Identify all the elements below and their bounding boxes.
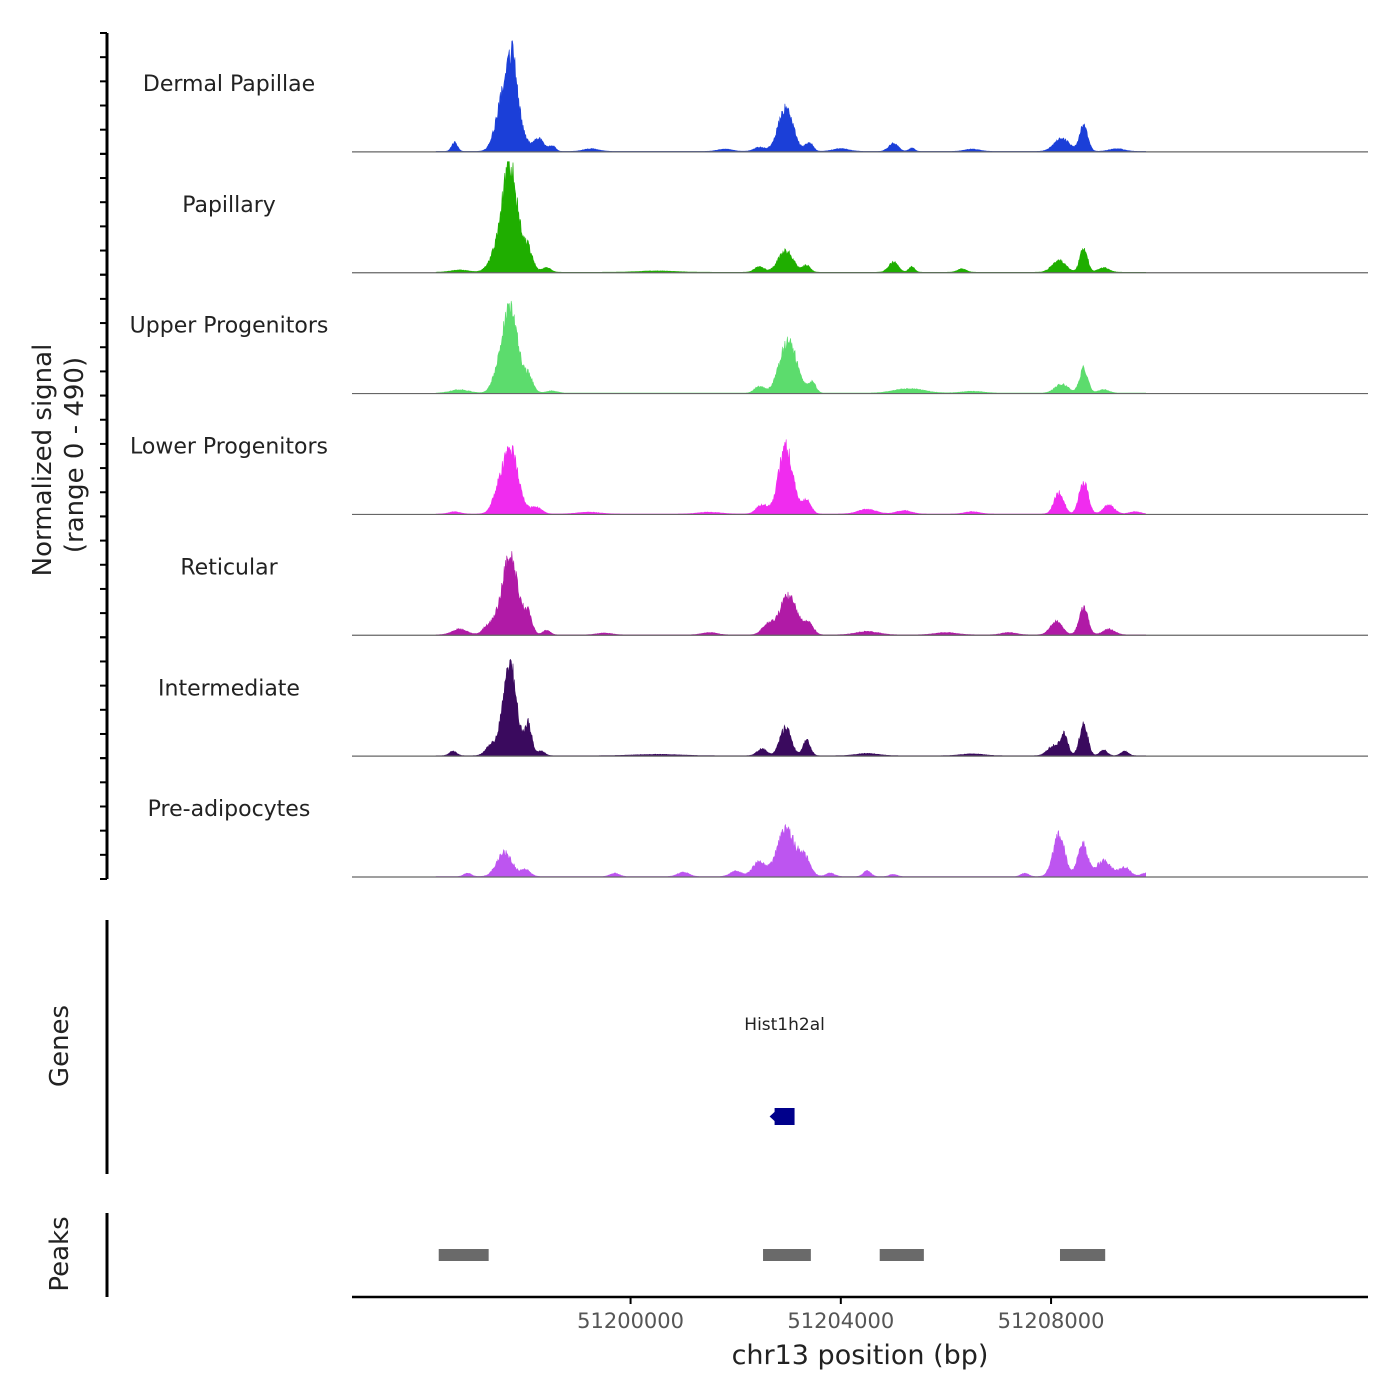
coverage-dermal-papillae [435,40,1146,153]
x-tick-label: 51200000 [577,1309,684,1333]
track-intermediate: Intermediate [158,658,1368,757]
coverage-pre-adipocytes [435,824,1146,878]
track-upper-progenitors: Upper Progenitors [130,300,1368,395]
peaks-track [438,1249,1106,1261]
track-reticular: Reticular [180,551,1368,636]
track-label: Upper Progenitors [130,314,329,339]
peak-region [438,1249,489,1261]
track-dermal-papillae: Dermal Papillae [143,40,1368,153]
track-label: Pre-adipocytes [148,797,311,822]
y-axis-title-range: (range 0 - 490) [60,357,90,553]
y-axis-title: Normalized signal [28,344,58,577]
track-lower-progenitors: Lower Progenitors [130,435,1368,516]
genes-track: Hist1h2al [744,1015,825,1125]
coverage-reticular [435,551,1146,636]
peak-region [879,1249,924,1261]
x-axis-title: chr13 position (bp) [732,1340,989,1371]
x-axis-ticks: 51200000 51204000 51208000 [577,1297,1105,1333]
track-label: Intermediate [158,676,300,701]
coverage-intermediate [435,658,1146,757]
coverage-papillary [435,161,1146,273]
track-pre-adipocytes: Pre-adipocytes [148,797,1368,878]
track-label: Lower Progenitors [130,435,328,460]
coverage-upper-progenitors [435,300,1146,394]
x-tick-label: 51204000 [787,1309,894,1333]
x-tick-label: 51208000 [998,1309,1105,1333]
strand-arrow-icon [769,1111,776,1122]
gene-body [774,1108,795,1125]
peaks-panel-label: Peaks [45,1216,75,1291]
genes-panel-label: Genes [45,1005,75,1087]
track-label: Reticular [180,555,278,580]
track-label: Dermal Papillae [143,72,315,97]
peak-region [763,1249,811,1261]
gene-label: Hist1h2al [744,1015,825,1035]
track-label: Papillary [182,193,276,218]
track-papillary: Papillary [182,161,1368,274]
peak-region [1059,1249,1106,1261]
signal-panel: Dermal Papillae Papillary Upper Progenitor… [100,32,1368,880]
coverage-lower-progenitors [435,439,1146,515]
